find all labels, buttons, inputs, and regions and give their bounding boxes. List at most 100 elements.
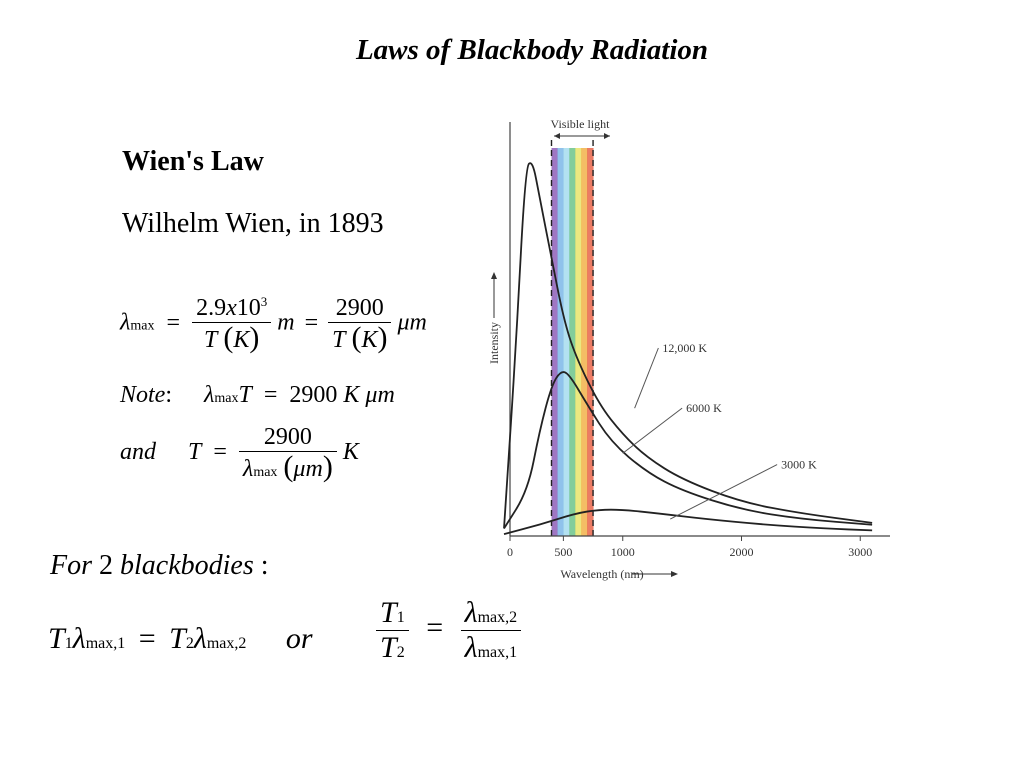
y-arrowhead [491,272,497,279]
ratio-t2-sub: 2 [396,644,405,661]
and-t: T [188,439,202,466]
band-label: Visible light [551,117,611,131]
blackbodies-word: blackbodies [120,550,254,581]
band-stripe [557,148,564,536]
wien-equation: λmax = 2.9x103 T (K) m = 2900 T (K) μm [120,294,427,354]
temperature-numerator: 2900 [263,424,312,450]
ratio-den: T2 [376,630,409,665]
ratio-lambda1-sub: max,1 [477,644,518,661]
band-stripe [569,148,576,536]
temperature-denominator: λmax (μm) [238,451,337,483]
slide-title: Laws of Blackbody Radiation [355,34,709,66]
series-label-6000k: 6000 K [686,401,722,415]
temperature-ratio: T1 T2 [376,596,409,665]
ratio-lambda2-sub: max,2 [477,609,518,626]
note-unit: K μm [343,382,395,408]
x-tick-label: 2000 [730,545,754,559]
curve-3000k [503,508,873,535]
temperature-t: T [203,327,218,353]
lambda-2-sub: max,2 [206,635,247,652]
and-max-subscript: max [253,465,278,480]
x-arrowhead [671,571,678,577]
max-subscript: max [130,318,155,334]
two-bodies-label: For 2 blackbodies : [50,550,269,582]
and-equals: = [213,439,227,466]
and-k: K [342,439,359,466]
unit-um: μm [397,309,427,336]
constant-exponent: 3 [260,294,268,309]
ratio-t1-sub: 1 [396,609,405,626]
t2-sub: 2 [185,635,194,652]
product-equals: = [138,622,156,655]
temperature-fraction: 2900 λmax (μm) [238,424,337,483]
band-stripe [551,148,558,536]
y-axis-label: Intensity [487,322,501,364]
t2: T [169,622,186,655]
note-equals: = [263,382,278,408]
t1-sub: 1 [64,635,73,652]
temperature-t-2: T [332,326,346,353]
or-word: or [285,622,313,655]
constant-numerator: 2.9x103 [192,294,271,322]
curve-12000k [503,162,873,529]
ratio-lambda2: λ [464,596,478,629]
band-stripe [587,148,594,536]
lambda-1: λ [72,622,86,655]
band-stripe [581,148,588,536]
kelvin-k-2: K [361,326,378,353]
band-stripe [563,148,570,536]
kelvin-k: K [233,327,250,353]
leader-6000k [622,407,683,454]
ratio-t2: T [380,631,397,664]
and-lambda: λ [242,456,254,482]
constant-mantissa: 2.9 [196,295,227,321]
times-x: x [226,295,237,321]
unit-m: m [277,309,295,336]
equals-sign: = [166,309,181,336]
x-tick-label: 3000 [848,545,872,559]
band-stripe [575,148,582,536]
note-value: 2900 [289,382,338,408]
lambda-ratio-num: λmax,2 [461,596,522,630]
for-word: For [50,550,92,581]
note-lambda: λ [204,382,215,408]
temperature-equation: and T = 2900 λmax (μm) K [120,424,359,483]
constant-fraction: 2.9x103 T (K) [192,294,272,354]
constant-base: 10 [236,295,261,321]
ratio-t1: T [380,596,397,629]
constant-denominator: T (K) [192,322,272,354]
x-ticks: 0 500 1000 2000 3000 [507,536,872,559]
leader-3000k [670,464,778,520]
note-max-subscript: max [214,391,239,406]
note-equation: Note: λmaxT = 2900 K μm [120,382,395,409]
note-colon: : [165,382,172,408]
x-tick-label: 500 [554,545,572,559]
note-word: Note [120,382,166,408]
lambda-2: λ [193,622,207,655]
two-bodies-colon: : [260,550,269,581]
curves: 12,000 K 6000 K 3000 K [503,162,873,535]
x-axis-label: Wavelength (nm) [560,567,643,581]
and-word: and [120,439,156,466]
lambda-symbol: λ [120,309,131,336]
x-tick-label: 1000 [611,545,635,559]
leader-12000k [634,347,659,409]
x-tick-label: 0 [507,545,513,559]
t1: T [48,622,65,655]
lambda-ratio: λmax,2 λmax,1 [460,596,522,665]
two-bodies-equation: T1λmax,1 = T2λmax,2 or [48,622,313,656]
micrometer-numerator: 2900 [335,294,384,321]
ratio-lambda1: λ [464,631,478,664]
series-label-12000k: 12,000 K [662,341,707,355]
micrometer-fraction: 2900 T (K) [328,294,392,354]
lambda-1-sub: max,1 [85,635,126,652]
curve-6000k [503,371,873,529]
section-heading: Wien's Law [122,146,264,177]
and-um: μm [293,456,323,482]
two-number: 2 [99,550,113,581]
band-arrowheads [554,133,610,139]
ratio-equals: = [426,611,444,645]
equals-sign-2: = [304,309,319,336]
micrometer-denominator: T (K) [328,321,392,354]
blackbody-chart: Visible light 12,000 K 6000 K 3000 K 0 500 1… [487,117,890,581]
